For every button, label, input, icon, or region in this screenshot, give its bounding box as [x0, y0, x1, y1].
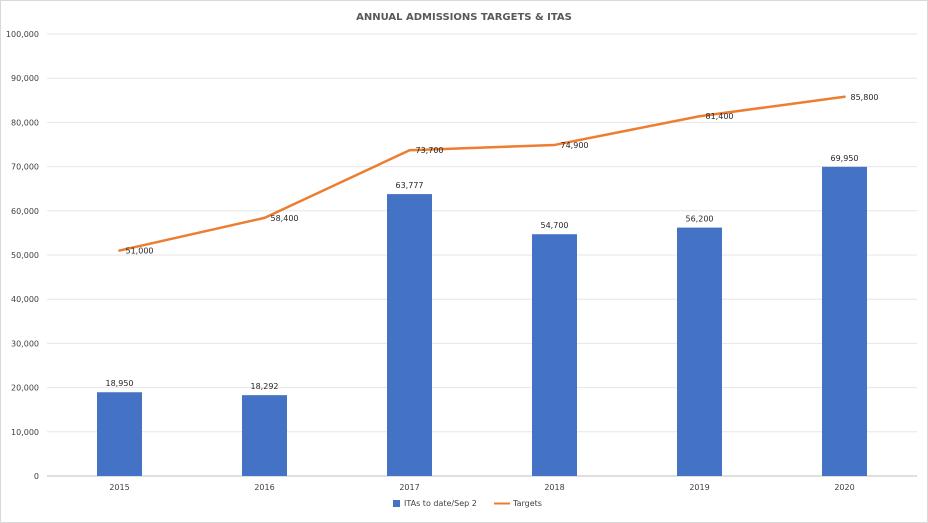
legend-label-targets: Targets — [512, 499, 542, 508]
y-tick-label: 60,000 — [11, 207, 39, 216]
bar-2020 — [822, 166, 867, 477]
line-series: 51,000 58,400 73,700 74,900 81,400 85,800 — [118, 93, 879, 256]
line-data-label: 74,900 — [561, 141, 589, 150]
y-tick-label: 0 — [34, 472, 39, 481]
y-tick-label: 10,000 — [11, 428, 39, 437]
bar-2017 — [387, 194, 432, 477]
x-tick-label: 2015 — [109, 483, 129, 492]
targets-point-2015 — [118, 249, 121, 252]
legend-swatch-itas — [393, 500, 400, 507]
y-tick-label: 70,000 — [11, 163, 39, 172]
bar-2019 — [677, 227, 722, 476]
y-tick-label: 50,000 — [11, 251, 39, 260]
targets-point-2020 — [843, 95, 846, 98]
line-data-label: 85,800 — [851, 93, 879, 102]
bar-2015 — [97, 392, 142, 476]
targets-point-2019 — [698, 115, 701, 118]
x-tick-label: 2019 — [689, 483, 709, 492]
line-data-label: 81,400 — [706, 112, 734, 121]
line-data-label: 73,700 — [416, 146, 444, 155]
x-tick-label: 2017 — [399, 483, 419, 492]
bar-data-label: 69,950 — [831, 154, 859, 163]
bar-data-label: 18,950 — [106, 379, 134, 388]
targets-point-2017 — [408, 149, 411, 152]
y-tick-label: 30,000 — [11, 339, 39, 348]
gridlines — [47, 33, 917, 477]
y-tick-label: 40,000 — [11, 295, 39, 304]
legend: ITAs to date/Sep 2 Targets — [393, 499, 542, 508]
bar-data-label: 56,200 — [686, 215, 714, 224]
bar-2016 — [242, 395, 287, 476]
x-axis-tick-labels: 2015 2016 2017 2018 2019 2020 — [109, 483, 854, 492]
y-tick-label: 80,000 — [11, 118, 39, 127]
targets-line — [118, 95, 846, 252]
bar-data-label: 63,777 — [396, 181, 424, 190]
targets-point-2016 — [263, 216, 266, 220]
y-tick-label: 100,000 — [6, 30, 39, 39]
y-tick-label: 20,000 — [11, 384, 39, 393]
line-data-label: 51,000 — [126, 247, 154, 256]
bar-data-label: 18,292 — [251, 382, 279, 391]
x-tick-label: 2020 — [834, 483, 854, 492]
legend-label-itas: ITAs to date/Sep 2 — [404, 499, 477, 508]
bar-data-label: 54,700 — [541, 221, 569, 230]
bar-2018 — [532, 234, 577, 476]
x-tick-label: 2016 — [254, 483, 274, 492]
targets-point-2018 — [553, 143, 556, 147]
y-tick-label: 90,000 — [11, 74, 39, 83]
line-data-label: 58,400 — [271, 214, 299, 223]
chart-title: ANNUAL ADMISSIONS TARGETS & ITAS — [356, 12, 572, 23]
bar-series: 18,950 18,292 63,777 54,700 56,200 69,950 — [97, 154, 867, 477]
x-tick-label: 2018 — [544, 483, 564, 492]
y-axis-tick-labels: 0 10,000 20,000 30,000 40,000 50,000 60,000 70,… — [6, 30, 39, 481]
